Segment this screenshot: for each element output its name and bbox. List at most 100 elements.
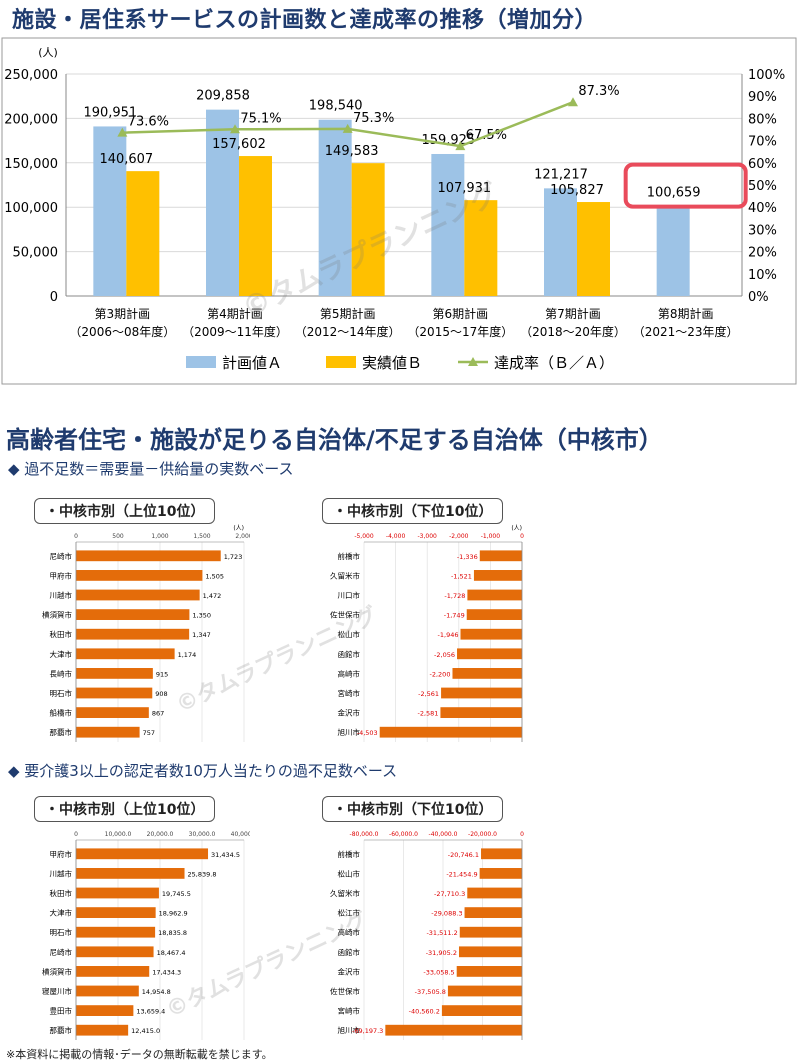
x-tick-period: （2018～20年度） bbox=[520, 324, 626, 339]
plan-value-label: 198,540 bbox=[309, 99, 363, 114]
data-bar bbox=[456, 966, 522, 977]
x-tick-label: 第6期計画 bbox=[433, 306, 489, 321]
x-tick-label: -80,000.0 bbox=[350, 831, 379, 838]
main-title: 施設・居住系サービスの計画数と達成率の推移（増加分） bbox=[12, 8, 598, 33]
data-label: -31,511.2 bbox=[426, 929, 457, 937]
section-title: 高齢者住宅・施設が足りる自治体/不足する自治体（中核市） bbox=[6, 426, 663, 454]
category-label: 佐世保市 bbox=[330, 986, 360, 996]
data-label: 1,174 bbox=[178, 651, 197, 659]
data-label: -4,503 bbox=[357, 729, 378, 737]
category-label: 寝屋川市 bbox=[42, 986, 72, 996]
category-label: 前橋市 bbox=[338, 849, 361, 859]
category-label: 久留米市 bbox=[330, 570, 360, 580]
data-label: 908 bbox=[155, 690, 167, 698]
legend-swatch-actual bbox=[326, 356, 356, 368]
data-bar bbox=[467, 887, 522, 899]
category-label: 川越市 bbox=[50, 590, 73, 600]
legend-marker-rate bbox=[468, 357, 478, 366]
x-tick-label: 0 bbox=[520, 831, 524, 838]
y-tick-label: 0 bbox=[50, 290, 58, 305]
top10-box-label-2: ・中核市別（上位10位） bbox=[34, 796, 216, 822]
legend-swatch-plan bbox=[186, 356, 216, 368]
rate-marker bbox=[455, 141, 466, 151]
category-label: 大津市 bbox=[50, 908, 73, 918]
data-bar bbox=[76, 707, 149, 718]
y2-tick-label: 90% bbox=[748, 90, 777, 105]
data-bar bbox=[459, 926, 522, 938]
data-bar bbox=[76, 609, 190, 620]
rate-value-label: 73.6% bbox=[128, 115, 169, 130]
x-axis-unit: (人) bbox=[511, 525, 522, 532]
x-tick-label: -1,000 bbox=[481, 533, 501, 540]
bottom10-box-label: ・中核市別（下位10位） bbox=[322, 498, 504, 524]
data-label: -2,056 bbox=[434, 651, 455, 659]
legend-label-actual: 実績値Ｂ bbox=[362, 354, 422, 372]
y2-tick-label: 0% bbox=[748, 290, 769, 305]
rate-marker bbox=[230, 124, 240, 134]
x-tick-label: 20,000.0 bbox=[147, 831, 174, 838]
data-bar bbox=[76, 726, 140, 738]
data-label: -1,336 bbox=[457, 553, 478, 561]
y-tick-label: 50,000 bbox=[13, 246, 59, 261]
data-label: 25,839.8 bbox=[188, 870, 217, 878]
data-label: -1,521 bbox=[451, 572, 472, 580]
actual-bar bbox=[126, 171, 160, 296]
data-label: -1,946 bbox=[438, 631, 459, 639]
x-tick-period: （2021～23年度） bbox=[633, 324, 739, 339]
category-label: 甲府市 bbox=[50, 849, 73, 859]
data-bar bbox=[76, 550, 221, 562]
x-tick-label: -40,000.0 bbox=[429, 831, 458, 838]
category-label: 松山市 bbox=[338, 868, 361, 878]
x-tick-label: -2,000 bbox=[449, 533, 469, 540]
actual-value-label: 149,583 bbox=[325, 144, 379, 159]
rate-value-label: 87.3% bbox=[578, 84, 619, 99]
actual-value-label: 140,607 bbox=[99, 152, 153, 167]
data-bar bbox=[76, 1024, 129, 1036]
plan-bar bbox=[206, 109, 239, 297]
data-label: 14,954.8 bbox=[142, 988, 171, 996]
data-bar bbox=[76, 946, 154, 958]
top10-per-capita-chart: 0 10,000.0 20,000.0 30,000.0 40,000.0 甲府市 31,4… bbox=[42, 831, 250, 1040]
top10-box-label: ・中核市別（上位10位） bbox=[34, 498, 216, 524]
category-label: 高崎市 bbox=[338, 927, 361, 937]
category-label: 横須賀市 bbox=[42, 610, 72, 620]
x-tick-label: 第7期計画 bbox=[545, 306, 601, 321]
category-label: 宮崎市 bbox=[338, 688, 361, 698]
category-label: 松山市 bbox=[338, 629, 361, 639]
x-tick-period: （2012～14年度） bbox=[295, 324, 401, 339]
data-label: 19,745.5 bbox=[162, 890, 191, 898]
data-bar bbox=[479, 868, 522, 879]
category-label: 尼崎市 bbox=[50, 551, 73, 561]
category-label: 久留米市 bbox=[330, 888, 360, 898]
rate-marker bbox=[117, 127, 128, 137]
data-bar bbox=[441, 687, 522, 699]
data-bar bbox=[473, 570, 522, 581]
plan-bar bbox=[93, 126, 127, 296]
data-bar bbox=[440, 707, 522, 718]
data-bar bbox=[76, 628, 190, 640]
data-bar bbox=[379, 726, 522, 738]
data-label: 1,347 bbox=[192, 631, 211, 639]
x-tick-label: 第8期計画 bbox=[658, 306, 714, 321]
data-label: 18,467.4 bbox=[157, 949, 186, 957]
category-label: 金沢市 bbox=[338, 708, 361, 718]
data-bar bbox=[76, 887, 159, 899]
data-label: 915 bbox=[156, 670, 168, 678]
data-bar bbox=[76, 668, 153, 679]
category-label: 函館市 bbox=[338, 649, 361, 659]
data-bar bbox=[479, 550, 522, 562]
data-bar bbox=[460, 628, 522, 640]
data-label: -21,454.9 bbox=[446, 870, 477, 878]
category-label: 明石市 bbox=[50, 688, 73, 698]
data-bar bbox=[481, 848, 522, 860]
basis-label-per-capita: ◆ 要介護3以上の認定者数10万人当たりの過不足数ベース bbox=[8, 762, 398, 780]
category-label: 豊田市 bbox=[50, 1006, 73, 1016]
y2-tick-label: 80% bbox=[748, 112, 777, 127]
rate-value-label: 75.1% bbox=[240, 111, 281, 126]
category-label: 尼崎市 bbox=[50, 947, 73, 957]
x-tick-period: （2006～08年度） bbox=[69, 324, 175, 339]
data-label: -31,905.2 bbox=[426, 949, 457, 957]
category-label: 宮崎市 bbox=[338, 1006, 361, 1016]
category-label: 大津市 bbox=[50, 649, 73, 659]
plan-value-label: 121,217 bbox=[534, 167, 588, 182]
